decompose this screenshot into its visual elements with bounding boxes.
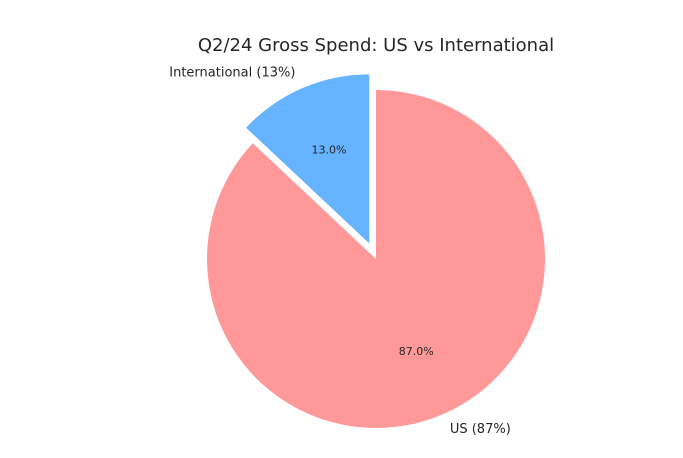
slice-label-us: US (87%)	[450, 422, 511, 437]
pie-slice-international	[246, 74, 370, 244]
slice-label-international: International (13%)	[169, 65, 295, 80]
pct-label-international: 13.0%	[312, 143, 347, 156]
pct-label-us: 87.0%	[399, 345, 434, 358]
chart-title: Q2/24 Gross Spend: US vs International	[198, 35, 554, 56]
pie-slices	[207, 74, 546, 428]
pie-labels: International (13%) 13.0% US (87%) 87.0%	[169, 65, 510, 437]
pie-slice-us	[207, 90, 546, 428]
